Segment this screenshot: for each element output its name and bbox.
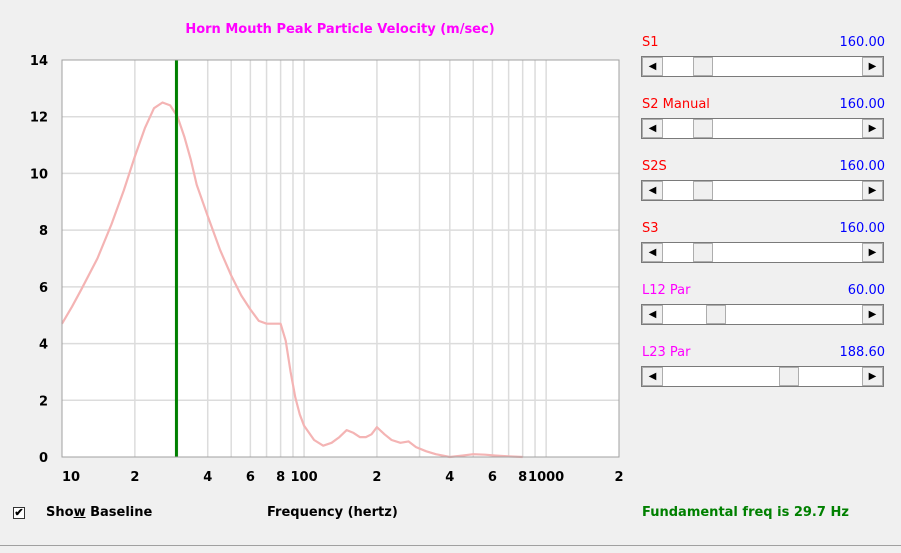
plot-border (61, 59, 620, 458)
slider-value: 160.00 (839, 35, 886, 50)
scroll-right-icon[interactable]: ▶ (862, 119, 883, 138)
scroll-left-icon[interactable]: ◀ (642, 243, 663, 262)
fundamental-freq-text: Fundamental freq is 29.7 Hz (642, 505, 849, 520)
show-baseline-checkbox[interactable]: ✔ (13, 507, 25, 519)
chart-title: Horn Mouth Peak Particle Velocity (m/sec… (185, 22, 495, 37)
scroll-left-icon[interactable]: ◀ (642, 305, 663, 324)
scroll-thumb[interactable] (705, 305, 726, 324)
l12-scrollbar[interactable]: ◀ ▶ (641, 304, 884, 325)
velocity-curve (61, 101, 523, 459)
y-tick-label: 14 (30, 54, 48, 69)
scroll-left-icon[interactable]: ◀ (642, 57, 663, 76)
slider-name: L23 Par (642, 345, 691, 360)
x-tick-label: 4 (445, 470, 454, 485)
slider-value: 160.00 (839, 97, 886, 112)
y-tick-label: 4 (39, 338, 48, 353)
x-tick-label: 8 (276, 470, 285, 485)
x-tick-label: 2 (614, 470, 623, 485)
x-tick-label: 2 (372, 470, 381, 485)
slider-name: S3 (642, 221, 659, 236)
slider-value: 160.00 (839, 159, 886, 174)
s2-scrollbar[interactable]: ◀ ▶ (641, 118, 884, 139)
scroll-thumb[interactable] (693, 243, 714, 262)
slider-value: 60.00 (847, 283, 885, 298)
s2s-scrollbar[interactable]: ◀ ▶ (641, 180, 884, 201)
x-tick-label: 6 (246, 470, 255, 485)
scroll-right-icon[interactable]: ▶ (862, 181, 883, 200)
s1-scrollbar[interactable]: ◀ ▶ (641, 56, 884, 77)
y-tick-label: 10 (30, 167, 48, 182)
x-tick-label: 6 (488, 470, 497, 485)
scroll-right-icon[interactable]: ▶ (862, 367, 883, 386)
x-tick-label: 1000 (528, 470, 564, 485)
scroll-right-icon[interactable]: ▶ (862, 57, 883, 76)
y-tick-label: 12 (30, 111, 48, 126)
slider-name: S2 Manual (642, 97, 710, 112)
x-tick-label: 2 (130, 470, 139, 485)
y-tick-label: 6 (39, 281, 48, 296)
x-tick-label: 8 (518, 470, 527, 485)
slider-value: 188.60 (839, 345, 886, 360)
scroll-thumb[interactable] (693, 119, 714, 138)
scroll-thumb[interactable] (693, 181, 714, 200)
plot-area (62, 60, 619, 457)
s3-scrollbar[interactable]: ◀ ▶ (641, 242, 884, 263)
y-tick-label: 2 (39, 394, 48, 409)
bottom-divider (0, 545, 901, 546)
scroll-thumb[interactable] (779, 367, 800, 386)
x-axis-label: Frequency (hertz) (267, 505, 398, 520)
x-tick-label: 100 (290, 470, 317, 485)
show-baseline-label[interactable]: Show Baseline (46, 505, 153, 520)
x-tick-label: 4 (203, 470, 212, 485)
slider-name: S1 (642, 35, 659, 50)
y-tick-label: 0 (39, 451, 48, 466)
scroll-right-icon[interactable]: ▶ (862, 243, 883, 262)
y-tick-label: 8 (39, 224, 48, 239)
slider-value: 160.00 (839, 221, 886, 236)
scroll-left-icon[interactable]: ◀ (642, 119, 663, 138)
scroll-left-icon[interactable]: ◀ (642, 181, 663, 200)
x-tick-label: 10 (62, 470, 80, 485)
l23-scrollbar[interactable]: ◀ ▶ (641, 366, 884, 387)
scroll-left-icon[interactable]: ◀ (642, 367, 663, 386)
scroll-right-icon[interactable]: ▶ (862, 305, 883, 324)
scroll-thumb[interactable] (693, 57, 714, 76)
slider-name: S2S (642, 159, 667, 174)
slider-name: L12 Par (642, 283, 691, 298)
